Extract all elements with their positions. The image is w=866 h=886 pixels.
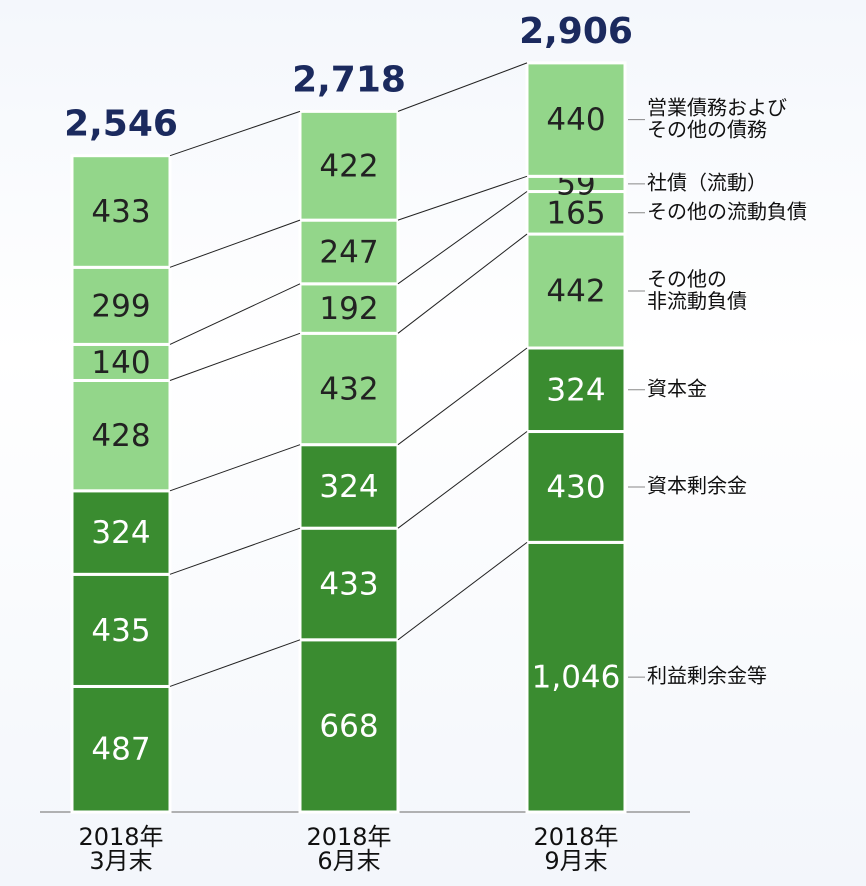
bar-segment bbox=[70, 342, 172, 382]
connector bbox=[397, 175, 528, 221]
connector bbox=[169, 283, 301, 345]
bar-segment bbox=[525, 540, 627, 814]
value-label: 422 bbox=[319, 148, 378, 184]
value-label: 487 bbox=[91, 732, 150, 768]
value-label: 140 bbox=[91, 345, 150, 381]
bar-segment bbox=[70, 378, 172, 493]
bar-segment bbox=[298, 526, 400, 642]
bar-segment bbox=[525, 190, 627, 236]
x-tick-label: 2018年 6月末 bbox=[306, 823, 391, 875]
bar-segment bbox=[70, 154, 172, 269]
bar-segment bbox=[298, 331, 400, 447]
connector bbox=[397, 62, 528, 112]
bar-segment bbox=[525, 61, 627, 178]
connector bbox=[397, 191, 528, 285]
bar-segment bbox=[70, 684, 172, 814]
legend-label: その他の非流動負債 bbox=[647, 267, 747, 313]
value-label: 668 bbox=[319, 708, 378, 744]
legend-label: 資本金 bbox=[647, 376, 707, 400]
total-label: 2,718 bbox=[292, 59, 406, 100]
value-label: 440 bbox=[546, 102, 605, 138]
connector bbox=[169, 639, 301, 687]
bar-segment bbox=[298, 218, 400, 286]
connector bbox=[397, 431, 528, 529]
bar-segment bbox=[298, 638, 400, 814]
legend-label: 利益剰余金等 bbox=[647, 664, 767, 688]
total-label: 2,906 bbox=[519, 11, 633, 52]
value-label: 428 bbox=[91, 418, 150, 454]
value-label: 324 bbox=[91, 515, 150, 551]
bar-segment bbox=[70, 572, 172, 688]
value-label: 435 bbox=[91, 613, 150, 649]
value-label: 247 bbox=[319, 234, 378, 270]
x-tick-label: 2018年 3月末 bbox=[78, 823, 163, 875]
legend-label: 社債（流動） bbox=[647, 170, 767, 194]
bar-segment bbox=[525, 232, 627, 350]
legend-label: その他の流動負債 bbox=[647, 199, 807, 223]
value-label: 1,046 bbox=[532, 660, 621, 696]
value-label: 324 bbox=[546, 372, 605, 408]
connector bbox=[397, 541, 528, 641]
value-label: 433 bbox=[91, 194, 150, 230]
connector bbox=[397, 233, 528, 334]
bar-segment bbox=[298, 109, 400, 222]
value-label: 165 bbox=[546, 195, 605, 231]
value-label: 432 bbox=[319, 371, 378, 407]
value-label: 299 bbox=[91, 288, 150, 324]
value-label: 192 bbox=[319, 291, 378, 327]
legend-label: 営業債務およびその他の債務 bbox=[647, 95, 787, 141]
connector bbox=[169, 444, 301, 492]
bar-segment bbox=[70, 265, 172, 346]
value-label: 430 bbox=[546, 469, 605, 505]
connector bbox=[169, 332, 301, 381]
value-label: 324 bbox=[319, 469, 378, 505]
total-label: 2,546 bbox=[64, 104, 178, 145]
legend-label: 資本剰余金 bbox=[647, 473, 747, 497]
connector bbox=[169, 110, 301, 157]
value-label: 442 bbox=[546, 274, 605, 310]
connector bbox=[397, 347, 528, 446]
connector bbox=[169, 219, 301, 268]
x-tick-label: 2018年 9月末 bbox=[533, 823, 618, 875]
bar-segment bbox=[298, 443, 400, 530]
value-label: 433 bbox=[319, 566, 378, 602]
connector bbox=[169, 527, 301, 575]
bar-segment bbox=[525, 346, 627, 434]
bar-segment bbox=[525, 430, 627, 544]
bar-segment bbox=[298, 282, 400, 335]
